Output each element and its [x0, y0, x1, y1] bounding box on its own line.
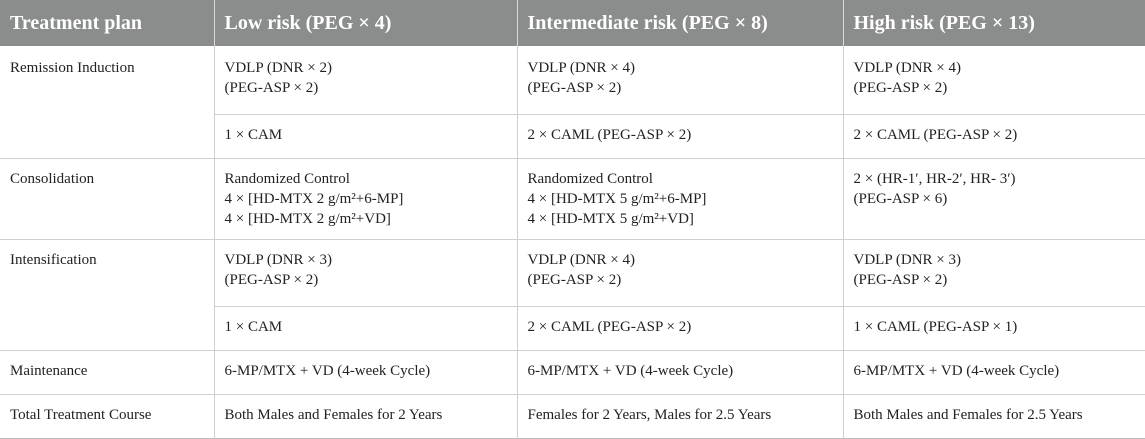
cell-intensification-a-low: VDLP (DNR × 3) (PEG-ASP × 2) [214, 239, 518, 307]
cell-remission-a-int: VDLP (DNR × 4) (PEG-ASP × 2) [517, 46, 844, 115]
cell-intensification-b-low: 1 × CAM [214, 306, 518, 351]
table-row: Intensification VDLP (DNR × 3) (PEG-ASP … [0, 239, 1145, 351]
header-low-risk: Low risk (PEG × 4) [214, 0, 518, 46]
stage-intensification: Intensification [0, 239, 215, 351]
table-row: 1 × CAM 2 × CAML (PEG-ASP × 2) 2 × CAML … [0, 114, 1145, 159]
cell-remission-a-low: VDLP (DNR × 2) (PEG-ASP × 2) [214, 46, 518, 115]
cell-intensification-a-high: VDLP (DNR × 3) (PEG-ASP × 2) [843, 239, 1145, 307]
cell-maintenance-int: 6-MP/MTX + VD (4-week Cycle) [517, 350, 844, 395]
table-row: Maintenance 6-MP/MTX + VD (4-week Cycle)… [0, 350, 1145, 395]
cell-consolidation-int: Randomized Control 4 × [HD-MTX 5 g/m²+6-… [517, 158, 844, 240]
cell-intensification-a-int: VDLP (DNR × 4) (PEG-ASP × 2) [517, 239, 844, 307]
table-row: 1 × CAM 2 × CAML (PEG-ASP × 2) 1 × CAML … [0, 306, 1145, 351]
table-row: Consolidation Randomized Control 4 × [HD… [0, 158, 1145, 240]
stage-maintenance: Maintenance [0, 350, 215, 395]
cell-total-int: Females for 2 Years, Males for 2.5 Years [517, 394, 844, 439]
cell-remission-a-high: VDLP (DNR × 4) (PEG-ASP × 2) [843, 46, 1145, 115]
stage-consolidation: Consolidation [0, 158, 215, 240]
header-intermediate-risk: Intermediate risk (PEG × 8) [517, 0, 844, 46]
cell-remission-b-high: 2 × CAML (PEG-ASP × 2) [843, 114, 1145, 159]
cell-total-high: Both Males and Females for 2.5 Years [843, 394, 1145, 439]
header-high-risk: High risk (PEG × 13) [843, 0, 1145, 46]
cell-maintenance-low: 6-MP/MTX + VD (4-week Cycle) [214, 350, 518, 395]
cell-consolidation-high: 2 × (HR-1′, HR-2′, HR- 3′) (PEG-ASP × 6) [843, 158, 1145, 240]
cell-total-low: Both Males and Females for 2 Years [214, 394, 518, 439]
stage-remission-induction: Remission Induction [0, 46, 215, 159]
table-row: Total Treatment Course Both Males and Fe… [0, 394, 1145, 439]
cell-remission-b-low: 1 × CAM [214, 114, 518, 159]
table-header: Treatment plan Low risk (PEG × 4) Interm… [0, 0, 1145, 46]
cell-intensification-b-high: 1 × CAML (PEG-ASP × 1) [843, 306, 1145, 351]
cell-remission-b-int: 2 × CAML (PEG-ASP × 2) [517, 114, 844, 159]
header-row: Treatment plan Low risk (PEG × 4) Interm… [0, 0, 1145, 46]
cell-intensification-b-int: 2 × CAML (PEG-ASP × 2) [517, 306, 844, 351]
header-treatment-plan: Treatment plan [0, 0, 215, 46]
table-row: Remission Induction VDLP (DNR × 2) (PEG-… [0, 46, 1145, 159]
cell-maintenance-high: 6-MP/MTX + VD (4-week Cycle) [843, 350, 1145, 395]
cell-consolidation-low: Randomized Control 4 × [HD-MTX 2 g/m²+6-… [214, 158, 518, 240]
table-body: Remission Induction VDLP (DNR × 2) (PEG-… [0, 46, 1145, 439]
stage-total-treatment-course: Total Treatment Course [0, 394, 215, 439]
